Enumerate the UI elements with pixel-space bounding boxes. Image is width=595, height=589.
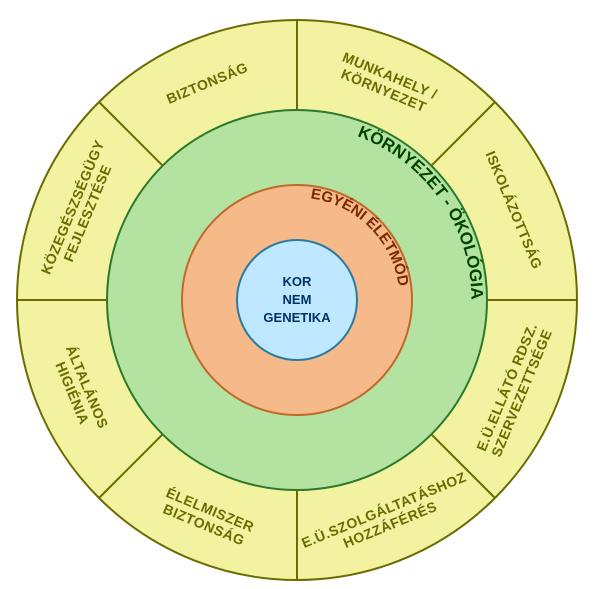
onion-diagram: BIZTONSÁGMUNKAHELY /KÖRNYEZETISKOLÁZOTTS… <box>0 0 595 589</box>
core-label-kor: KOR <box>283 274 313 289</box>
core-label-genetika: GENETIKA <box>263 310 331 325</box>
core-label-nem: NEM <box>283 292 312 307</box>
